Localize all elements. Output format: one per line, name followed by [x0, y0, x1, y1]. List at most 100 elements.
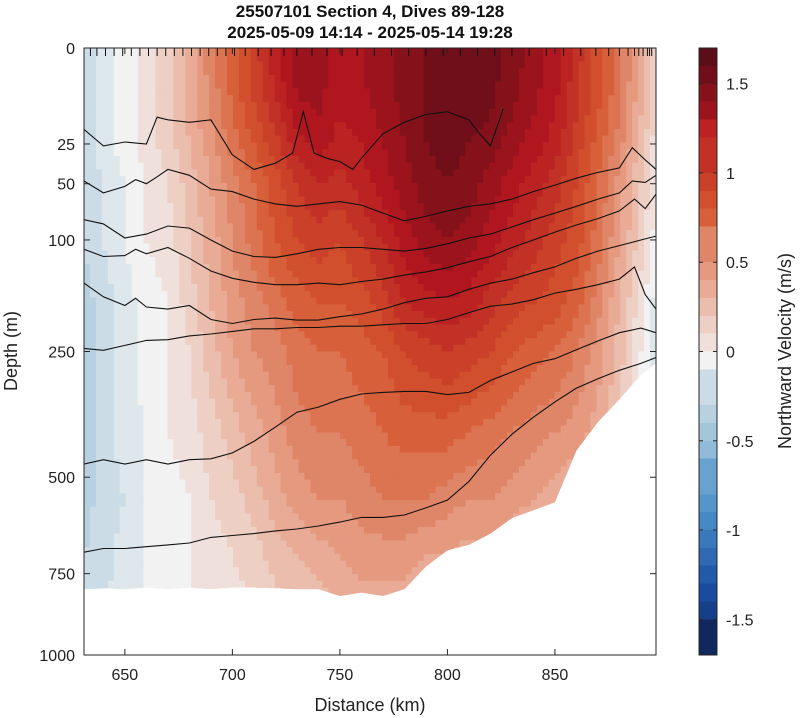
velocity-cell	[179, 135, 186, 144]
velocity-cell	[238, 196, 246, 204]
velocity-cell	[95, 472, 103, 481]
velocity-cell	[107, 479, 115, 487]
velocity-cell	[221, 560, 228, 568]
velocity-cell	[179, 520, 186, 528]
velocity-cell	[322, 493, 329, 501]
velocity-cell	[101, 425, 109, 434]
velocity-cell	[89, 317, 97, 326]
velocity-cell	[334, 290, 341, 299]
velocity-cell	[125, 61, 133, 69]
velocity-cell	[250, 533, 258, 541]
velocity-cell	[113, 580, 121, 589]
velocity-cell	[185, 385, 192, 393]
velocity-cell	[197, 385, 204, 393]
velocity-cell	[340, 54, 347, 63]
velocity-cell	[155, 257, 163, 265]
velocity-cell	[203, 297, 210, 305]
velocity-cell	[89, 439, 97, 447]
velocity-cell	[191, 169, 198, 177]
velocity-cell	[381, 223, 389, 231]
velocity-cell	[179, 526, 186, 535]
velocity-cell	[101, 493, 109, 501]
velocity-cell	[173, 95, 180, 103]
velocity-cell	[346, 81, 353, 90]
velocity-cell	[268, 493, 276, 501]
velocity-cell	[280, 466, 288, 474]
velocity-cell	[203, 263, 210, 272]
velocity-cell	[298, 304, 306, 312]
velocity-cell	[101, 263, 109, 272]
velocity-cell	[340, 412, 347, 420]
velocity-cell	[387, 506, 395, 514]
velocity-cell	[131, 520, 139, 528]
velocity-cell	[185, 317, 192, 326]
velocity-cell	[387, 358, 395, 366]
velocity-cell	[334, 466, 341, 474]
velocity-cell	[364, 311, 371, 319]
velocity-cell	[370, 459, 377, 467]
velocity-cell	[119, 351, 127, 359]
velocity-cell	[197, 506, 204, 514]
velocity-cell	[346, 108, 353, 117]
velocity-cell	[203, 540, 210, 548]
velocity-cell	[298, 378, 306, 386]
velocity-cell	[304, 149, 312, 157]
velocity-cell	[322, 432, 329, 440]
velocity-cell	[197, 439, 204, 447]
velocity-cell	[84, 560, 91, 568]
velocity-cell	[268, 439, 276, 447]
velocity-cell	[340, 432, 347, 440]
velocity-cell	[101, 452, 109, 461]
velocity-cell	[399, 385, 407, 393]
velocity-cell	[274, 108, 282, 117]
velocity-cell	[101, 122, 109, 130]
velocity-cell	[268, 74, 276, 83]
velocity-cell	[375, 284, 383, 292]
velocity-cell	[232, 364, 240, 373]
velocity-cell	[393, 236, 401, 245]
velocity-cell	[191, 149, 198, 157]
velocity-cell	[227, 331, 234, 339]
velocity-cell	[256, 290, 264, 299]
velocity-cell	[250, 203, 258, 211]
velocity-cell	[84, 391, 91, 400]
velocity-cell	[393, 142, 401, 150]
velocity-cell	[89, 425, 97, 434]
velocity-cell	[155, 155, 163, 164]
velocity-cell	[179, 351, 186, 359]
velocity-cell	[227, 398, 234, 407]
velocity-cell	[298, 317, 306, 326]
velocity-cell	[364, 88, 371, 96]
velocity-cell	[364, 176, 371, 184]
velocity-cell	[370, 311, 377, 319]
velocity-cell	[227, 580, 234, 589]
velocity-cell	[268, 182, 276, 191]
velocity-cell	[101, 533, 109, 541]
velocity-cell	[340, 364, 347, 373]
velocity-cell	[113, 263, 121, 272]
velocity-cell	[280, 223, 288, 231]
velocity-cell	[191, 54, 198, 63]
velocity-cell	[185, 115, 192, 123]
velocity-cell	[322, 304, 329, 312]
velocity-cell	[399, 169, 407, 177]
velocity-cell	[101, 391, 109, 400]
velocity-cell	[381, 196, 389, 204]
velocity-cell	[244, 128, 252, 137]
velocity-cell	[131, 209, 139, 218]
velocity-cell	[310, 364, 317, 373]
velocity-cell	[113, 338, 121, 346]
velocity-cell	[304, 203, 312, 211]
velocity-cell	[364, 95, 371, 103]
velocity-cell	[173, 257, 180, 265]
velocity-cell	[101, 526, 109, 535]
velocity-cell	[405, 378, 413, 386]
velocity-cell	[316, 553, 323, 562]
velocity-cell	[364, 236, 371, 245]
velocity-cell	[131, 81, 139, 90]
velocity-cell	[179, 182, 186, 191]
velocity-cell	[286, 68, 294, 76]
velocity-cell	[411, 236, 419, 245]
velocity-cell	[143, 135, 151, 144]
velocity-cell	[304, 338, 312, 346]
